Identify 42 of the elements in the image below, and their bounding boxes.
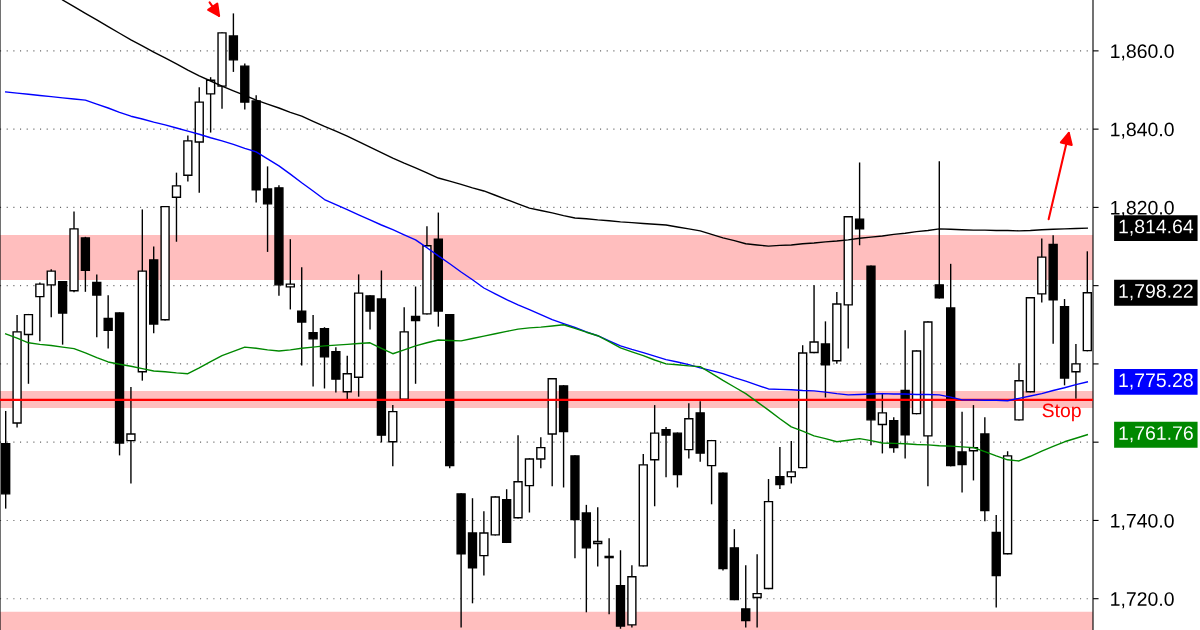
- candlestick: [342, 355, 352, 401]
- candlestick: [262, 166, 273, 252]
- candlestick: [92, 274, 102, 338]
- candlestick: [593, 507, 603, 567]
- candlestick: [820, 321, 831, 398]
- candlestick: [171, 172, 182, 242]
- candlestick: [308, 315, 318, 387]
- candlestick: [752, 554, 762, 628]
- candlestick: [1071, 344, 1081, 399]
- ref-line-label: Stop: [1042, 403, 1081, 422]
- candlestick: [285, 239, 296, 310]
- candlestick: [957, 411, 967, 493]
- candlestick: [297, 267, 307, 366]
- candlestick: [205, 77, 216, 133]
- candlestick: [410, 286, 421, 384]
- candlestick: [775, 446, 785, 490]
- candlestick: [103, 295, 113, 349]
- candlestick: [877, 392, 888, 454]
- text: 1,761.76: [1119, 426, 1193, 443]
- y-tick-label: 1,740.0: [1111, 513, 1174, 530]
- text: 1,775.28: [1119, 373, 1193, 390]
- text: 1,814.64: [1119, 219, 1194, 236]
- candlestick: [46, 269, 56, 318]
- candlestick: [228, 13, 239, 72]
- y-tick-label: 1,720.0: [1111, 592, 1174, 609]
- candlestick: [479, 511, 489, 576]
- text: 1,798.22: [1119, 284, 1193, 301]
- candlestick: [661, 427, 671, 478]
- y-tick-label: 1,860.0: [1111, 44, 1174, 61]
- candlestick: [126, 387, 136, 484]
- candlestick: [365, 295, 375, 330]
- line-series: [4, 324, 1089, 462]
- candlestick: [786, 441, 796, 484]
- candlestick: [604, 538, 614, 615]
- y-tick-label: 1,840.0: [1111, 122, 1174, 139]
- candlestick: [35, 282, 45, 342]
- candlestick: [741, 565, 751, 628]
- y-tick-label: 1,820.0: [1111, 200, 1174, 217]
- candlestick: [536, 437, 546, 469]
- line-series: [4, 91, 1089, 402]
- candlestick: [23, 313, 34, 384]
- candlestick: [809, 285, 819, 354]
